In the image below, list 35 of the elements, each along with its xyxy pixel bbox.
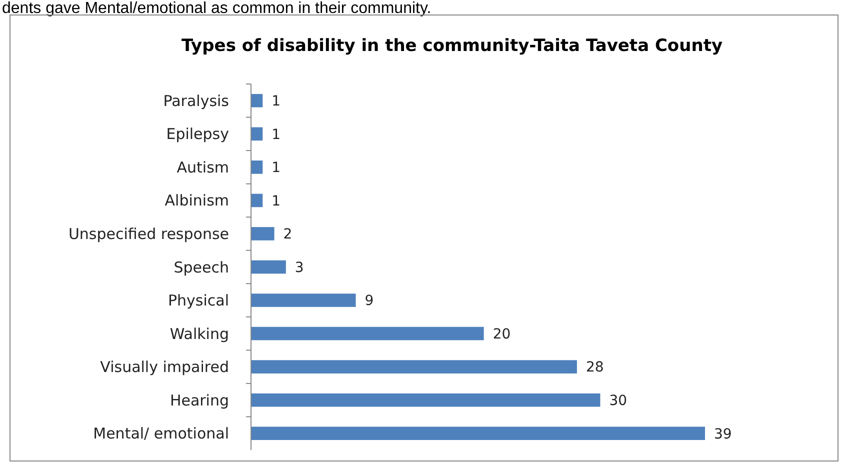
bar (251, 227, 274, 240)
y-tick-label: Visually impaired (100, 358, 229, 376)
data-label: 1 (272, 193, 281, 210)
text: dents gave Mental/emotional as common in their community. (2, 0, 432, 17)
data-label: 28 (586, 360, 604, 376)
data-label: 9 (364, 293, 374, 310)
bar (251, 127, 263, 141)
y-tick-label: Unspecified response (68, 224, 229, 243)
data-label: 2 (283, 226, 292, 243)
y-tick-label: Epilepsy (166, 125, 230, 144)
y-tick-label: Mental/ emotional (93, 424, 229, 443)
bar (251, 294, 356, 307)
bar (251, 393, 600, 407)
y-tick-label: Autism (176, 158, 229, 176)
data-label: 20 (492, 326, 511, 342)
y-tick-label: Walking (170, 324, 229, 343)
y-tick-label: Albinism (164, 192, 229, 210)
data-label: 3 (294, 260, 304, 276)
y-tick-label: Hearing (170, 391, 229, 410)
y-tick-label: Paralysis (163, 92, 230, 110)
bar (251, 326, 484, 340)
data-label: 1 (272, 160, 281, 176)
y-tick-label: Physical (168, 292, 229, 310)
chart-title: Types of disability in the community-Taita Taveta County (181, 36, 723, 56)
data-label: 39 (714, 426, 732, 442)
data-label: 1 (272, 126, 281, 143)
bar (251, 260, 286, 274)
bar (251, 160, 263, 174)
y-tick-label: Speech (174, 258, 229, 276)
bar (251, 360, 577, 374)
bar (251, 426, 705, 440)
data-label: 30 (609, 392, 628, 409)
bar (251, 94, 263, 108)
bar (251, 194, 263, 208)
data-label: 1 (272, 94, 281, 110)
